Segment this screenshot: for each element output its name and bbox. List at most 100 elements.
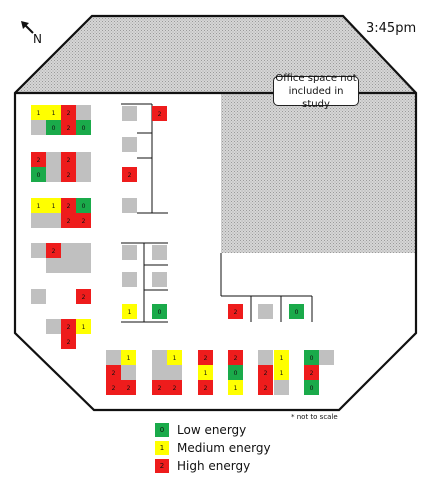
- desk-empty: [121, 365, 136, 380]
- desk-energy-code: 2: [234, 355, 238, 362]
- desk-low: 0: [152, 304, 167, 319]
- desk-square: [46, 167, 61, 182]
- desk-high: 2: [198, 350, 213, 365]
- desk-square: [46, 213, 61, 228]
- desk-energy-code: 0: [234, 370, 238, 377]
- time-label: 3:45pm: [366, 21, 416, 36]
- desk-empty: [319, 350, 334, 365]
- desk-medium: 1: [274, 350, 289, 365]
- desk-square: [122, 137, 137, 152]
- desk-empty: [31, 243, 46, 258]
- desk-square: [46, 258, 61, 273]
- desk-square: [122, 245, 137, 260]
- desk-empty: [76, 152, 91, 167]
- legend-swatch-medium: 1: [155, 441, 169, 455]
- desk-empty: [46, 167, 61, 182]
- desk-energy-code: 2: [310, 370, 314, 377]
- desk-energy-code: 1: [52, 110, 56, 117]
- desk-energy-code: 1: [280, 355, 284, 362]
- desk-energy-code: 0: [158, 309, 162, 316]
- desk-square: [31, 243, 46, 258]
- legend-label-low: Low energy: [177, 423, 246, 437]
- legend-swatch-high: 2: [155, 459, 169, 473]
- desk-low: 0: [46, 120, 61, 135]
- excluded-office-area-right: [221, 93, 416, 253]
- desk-energy-code: 2: [112, 385, 116, 392]
- desk-empty: [46, 213, 61, 228]
- desk-square: [258, 350, 273, 365]
- desk-square: [122, 198, 137, 213]
- desk-energy-code: 2: [158, 385, 162, 392]
- desk-medium: 1: [274, 365, 289, 380]
- desk-square: [152, 245, 167, 260]
- desk-low: 0: [304, 380, 319, 395]
- desk-high: 2: [61, 213, 76, 228]
- desk-energy-code: 0: [52, 125, 56, 132]
- desk-square: [76, 243, 91, 258]
- desk-energy-code: 1: [204, 370, 208, 377]
- desk-square: [122, 272, 137, 287]
- desk-energy-code: 0: [37, 172, 41, 179]
- desk-empty: [152, 272, 167, 287]
- desk-high: 2: [228, 304, 243, 319]
- desk-square: [46, 152, 61, 167]
- desk-empty: [46, 319, 61, 334]
- desk-energy-code: 2: [264, 370, 268, 377]
- desk-square: [31, 120, 46, 135]
- desk-high: 2: [61, 105, 76, 120]
- desk-energy-code: 2: [67, 157, 71, 164]
- desk-medium: 1: [198, 365, 213, 380]
- desk-high: 2: [304, 365, 319, 380]
- desk-energy-code: 1: [173, 355, 177, 362]
- desk-empty: [76, 105, 91, 120]
- desk-high: 2: [198, 380, 213, 395]
- north-label: N: [33, 32, 42, 46]
- desk-energy-code: 2: [67, 172, 71, 179]
- desk-high: 2: [121, 380, 136, 395]
- desk-energy-code: 2: [112, 370, 116, 377]
- desk-high: 2: [61, 152, 76, 167]
- desk-low: 0: [31, 167, 46, 182]
- desk-empty: [122, 137, 137, 152]
- desk-square: [76, 167, 91, 182]
- excluded-area-callout: Office space not included in study: [273, 76, 359, 106]
- desk-empty: [31, 213, 46, 228]
- desk-energy-code: 0: [310, 355, 314, 362]
- desk-energy-code: 0: [82, 203, 86, 210]
- desk-energy-code: 2: [158, 111, 162, 118]
- desk-empty: [61, 258, 76, 273]
- desk-medium: 1: [31, 198, 46, 213]
- desk-square: [152, 350, 167, 365]
- desk-empty: [152, 245, 167, 260]
- desk-square: [61, 258, 76, 273]
- legend-item-medium: 1 Medium energy: [155, 439, 271, 457]
- desk-empty: [76, 167, 91, 182]
- desk-square: [46, 319, 61, 334]
- desk-medium: 1: [121, 350, 136, 365]
- desk-empty: [46, 152, 61, 167]
- desk-energy-code: 2: [82, 294, 86, 301]
- desk-empty: [31, 289, 46, 304]
- desk-energy-code: 2: [128, 172, 132, 179]
- desk-square: [274, 380, 289, 395]
- desk-high: 2: [258, 365, 273, 380]
- desk-energy-code: 1: [82, 324, 86, 331]
- desk-square: [61, 243, 76, 258]
- desk-square: [76, 152, 91, 167]
- legend-label-medium: Medium energy: [177, 441, 271, 455]
- desk-high: 2: [46, 243, 61, 258]
- desk-empty: [152, 350, 167, 365]
- desk-high: 2: [61, 334, 76, 349]
- desk-square: [152, 272, 167, 287]
- desk-energy-code: 0: [310, 385, 314, 392]
- desk-low: 0: [228, 365, 243, 380]
- desk-energy-code: 1: [52, 203, 56, 210]
- desk-empty: [258, 304, 273, 319]
- desk-energy-code: 2: [67, 110, 71, 117]
- desk-energy-code: 2: [204, 385, 208, 392]
- desk-high: 2: [76, 289, 91, 304]
- desk-energy-code: 1: [280, 370, 284, 377]
- scale-note: * not to scale: [291, 413, 338, 421]
